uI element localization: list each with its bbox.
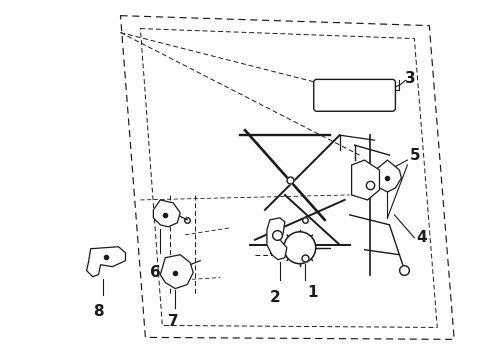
Circle shape [284,232,316,264]
Polygon shape [373,160,401,192]
Text: 3: 3 [405,71,416,86]
Polygon shape [267,218,287,260]
Polygon shape [160,255,193,289]
Text: 1: 1 [308,285,319,300]
Polygon shape [87,247,125,276]
Text: 8: 8 [93,303,104,319]
Text: 4: 4 [416,230,427,245]
Polygon shape [352,160,379,200]
FancyBboxPatch shape [314,80,395,111]
Text: 6: 6 [150,265,161,280]
Polygon shape [153,200,180,227]
Text: 5: 5 [409,148,420,163]
Text: 2: 2 [270,289,280,305]
Text: 7: 7 [168,315,178,329]
